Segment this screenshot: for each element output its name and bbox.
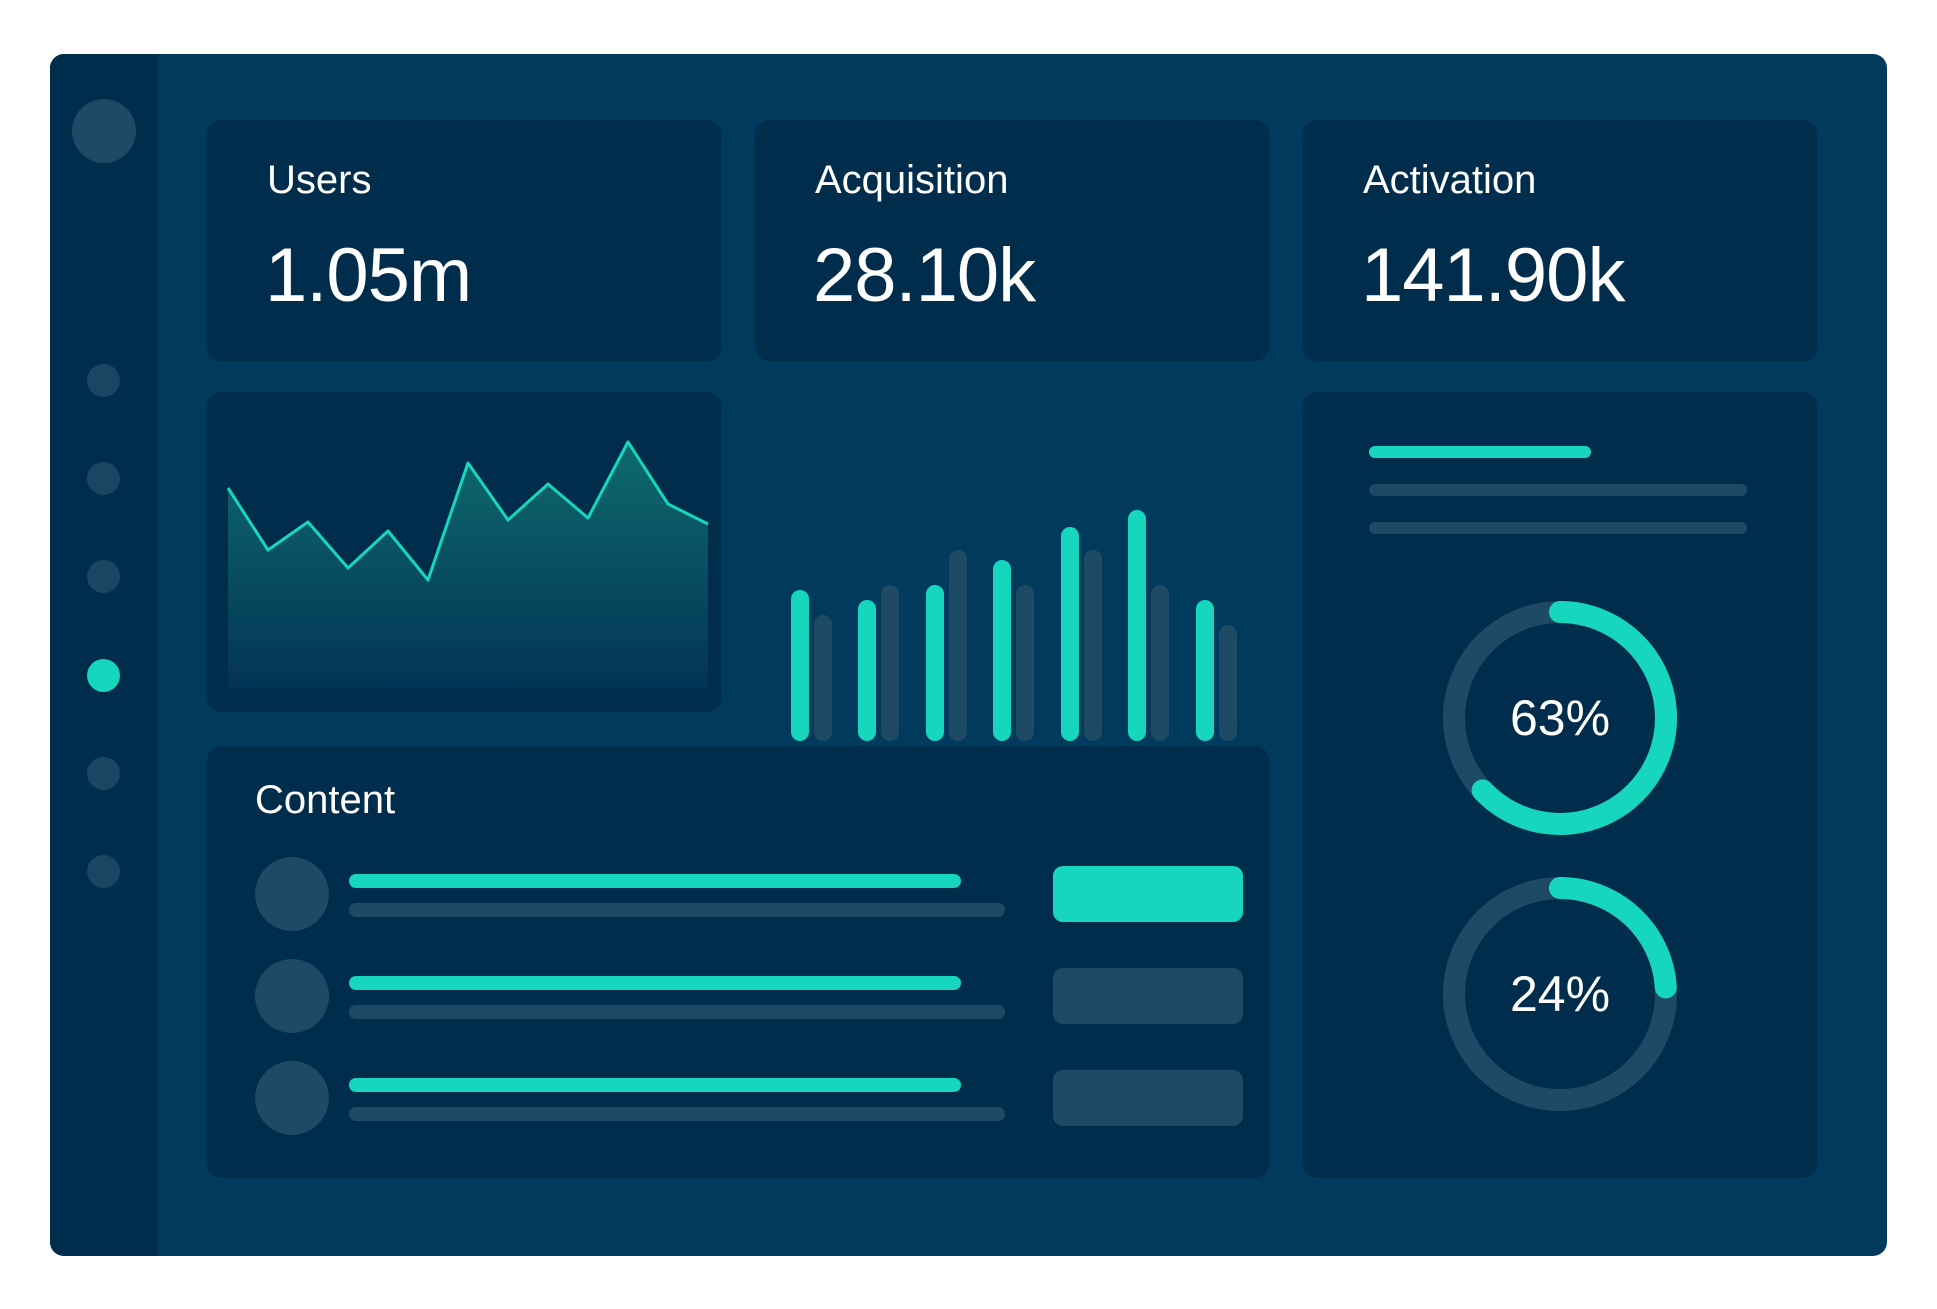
list-item-subtitle-line — [349, 1005, 1005, 1019]
avatar[interactable] — [72, 99, 136, 163]
list-item-button[interactable] — [1053, 968, 1243, 1024]
list-item-title-line — [349, 976, 961, 990]
sidebar-item-3[interactable] — [87, 560, 120, 593]
stat-card-acquisition: Acquisition 28.10k — [755, 120, 1269, 361]
list-item-title-line — [349, 1078, 961, 1092]
stat-label: Users — [267, 158, 372, 202]
stat-value: 1.05m — [265, 233, 472, 318]
list-item-button[interactable] — [1053, 1070, 1243, 1126]
sidebar-item-2[interactable] — [87, 462, 120, 495]
stat-label: Activation — [1363, 158, 1537, 202]
sidebar-item-6[interactable] — [87, 855, 120, 888]
sidebar-item-4-active[interactable] — [87, 659, 120, 692]
donut-chart: 24% — [1442, 876, 1678, 1112]
area-chart-card — [207, 392, 721, 712]
list-item-subtitle-line — [349, 1107, 1005, 1121]
stat-card-activation: Activation 141.90k — [1303, 120, 1817, 361]
progress-subtitle-line — [1369, 484, 1747, 496]
list-item-subtitle-line — [349, 903, 1005, 917]
stat-card-users: Users 1.05m — [207, 120, 721, 361]
list-item-button-active[interactable] — [1053, 866, 1243, 922]
area-chart-icon — [226, 440, 709, 688]
sidebar-item-1[interactable] — [87, 364, 120, 397]
avatar — [255, 857, 329, 931]
dashboard-window: Users 1.05m Acquisition 28.10k Activatio… — [50, 54, 1887, 1256]
progress-title-line — [1369, 446, 1591, 458]
donut-chart: 63% — [1442, 600, 1678, 836]
sidebar-item-5[interactable] — [87, 757, 120, 790]
bar-chart-icon — [791, 510, 1237, 741]
progress-subtitle-line — [1369, 522, 1747, 534]
stat-value: 28.10k — [813, 233, 1036, 318]
avatar — [255, 959, 329, 1033]
sidebar — [50, 54, 158, 1256]
donut-percent-label: 63% — [1509, 690, 1611, 746]
content-title: Content — [255, 778, 396, 822]
donut-percent-label: 24% — [1509, 966, 1611, 1022]
content-card: Content — [207, 746, 1269, 1178]
stat-label: Acquisition — [815, 158, 1009, 202]
list-item-title-line — [349, 874, 961, 888]
progress-card: 63% 24% — [1303, 392, 1817, 1178]
stat-value: 141.90k — [1361, 233, 1625, 318]
avatar — [255, 1061, 329, 1135]
